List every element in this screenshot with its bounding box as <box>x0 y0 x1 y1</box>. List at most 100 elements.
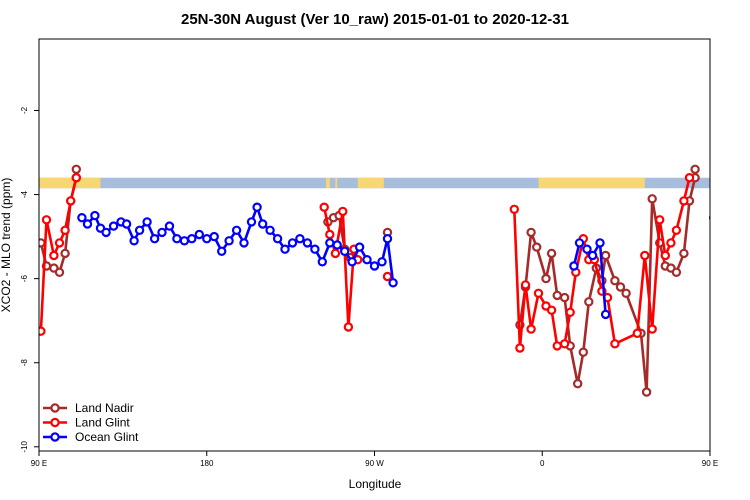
legend-label: Ocean Glint <box>75 430 139 444</box>
data-point <box>325 229 335 240</box>
data-point <box>134 225 145 235</box>
data-point <box>690 164 700 174</box>
data-point <box>194 229 204 240</box>
data-point <box>541 273 551 284</box>
data-point <box>578 347 589 357</box>
data-point <box>533 288 544 298</box>
y-tick-label: -10 <box>20 440 29 452</box>
data-point <box>734 229 741 236</box>
data-point <box>179 236 190 246</box>
data-point <box>82 219 93 229</box>
data-point <box>354 242 365 252</box>
data-point <box>157 227 167 238</box>
data-point <box>369 261 380 271</box>
data-point <box>666 238 676 248</box>
data-point <box>332 240 342 250</box>
data-point <box>552 290 562 301</box>
data-point <box>39 326 46 336</box>
series-line <box>714 216 750 241</box>
data-point <box>526 227 536 238</box>
data-point <box>340 246 350 256</box>
x-axis: 90 E 180 90 W 0 90 E <box>31 451 718 468</box>
data-point <box>265 225 275 235</box>
data-point <box>742 223 749 230</box>
y-tick-label: -6 <box>20 275 29 283</box>
y-tick-label: -2 <box>20 106 29 114</box>
data-point <box>509 204 519 214</box>
data-point <box>149 233 160 244</box>
land-band-segment <box>39 177 101 189</box>
data-point <box>552 341 562 351</box>
data-point <box>295 233 305 244</box>
legend-item: Ocean Glint <box>43 430 139 444</box>
legend-label: Land Glint <box>75 416 130 430</box>
chart-title: 25N-30N August (Ver 10_raw) 2015-01-01 t… <box>181 11 569 28</box>
data-point <box>679 196 689 206</box>
data-point <box>729 225 736 232</box>
data-point <box>39 238 46 248</box>
data-point <box>317 257 327 267</box>
data-point <box>515 343 525 353</box>
series-land-nadir <box>39 164 700 397</box>
data-point <box>310 244 320 254</box>
land-band-segment <box>326 177 330 189</box>
data-point <box>90 210 100 221</box>
data-point <box>77 212 87 223</box>
y-tick-label: -4 <box>20 190 29 198</box>
data-point <box>679 248 689 259</box>
data-point <box>640 250 650 261</box>
data-point <box>302 238 313 248</box>
data-point <box>330 248 341 259</box>
data-point <box>362 255 372 265</box>
data-point <box>187 233 197 244</box>
data-point <box>41 215 52 225</box>
x-tick-label: 180 <box>200 459 214 468</box>
data-point <box>573 379 583 389</box>
data-point <box>258 219 268 229</box>
y-tick-label: -8 <box>20 359 29 367</box>
data-point <box>239 238 249 248</box>
data-point <box>54 267 65 277</box>
data-point <box>164 221 175 231</box>
x-tick-label: 90 E <box>31 459 47 468</box>
legend-swatch-marker <box>50 403 60 413</box>
data-point <box>338 206 348 217</box>
data-point <box>347 257 357 267</box>
data-point <box>172 233 182 244</box>
series-layer <box>39 164 750 397</box>
data-point <box>101 227 111 238</box>
data-point <box>621 288 631 298</box>
data-point <box>569 261 579 271</box>
data-point <box>287 238 298 248</box>
x-tick-label: 0 <box>540 459 545 468</box>
data-point <box>216 246 227 256</box>
data-point <box>246 217 257 227</box>
data-point <box>108 221 119 231</box>
data-point <box>325 238 335 248</box>
data-point <box>546 248 557 259</box>
data-point <box>382 233 393 244</box>
legend-swatch-marker <box>50 417 60 428</box>
data-point <box>280 244 290 254</box>
data-point <box>343 322 354 332</box>
data-point <box>610 276 620 286</box>
data-point <box>60 225 70 235</box>
data-point <box>60 248 70 259</box>
data-point <box>595 238 605 248</box>
data-point <box>671 267 682 277</box>
data-point <box>71 164 82 174</box>
plot-frame <box>38 38 711 452</box>
data-point <box>54 238 65 248</box>
data-point <box>723 212 730 219</box>
data-point <box>71 172 82 183</box>
data-point <box>600 250 611 261</box>
data-point <box>632 328 643 338</box>
x-tick-label: 90 E <box>702 459 718 468</box>
data-point <box>546 305 557 315</box>
data-point <box>532 242 542 252</box>
data-point <box>231 225 242 235</box>
legend-label: Land Nadir <box>75 401 134 415</box>
data-point <box>610 339 620 349</box>
